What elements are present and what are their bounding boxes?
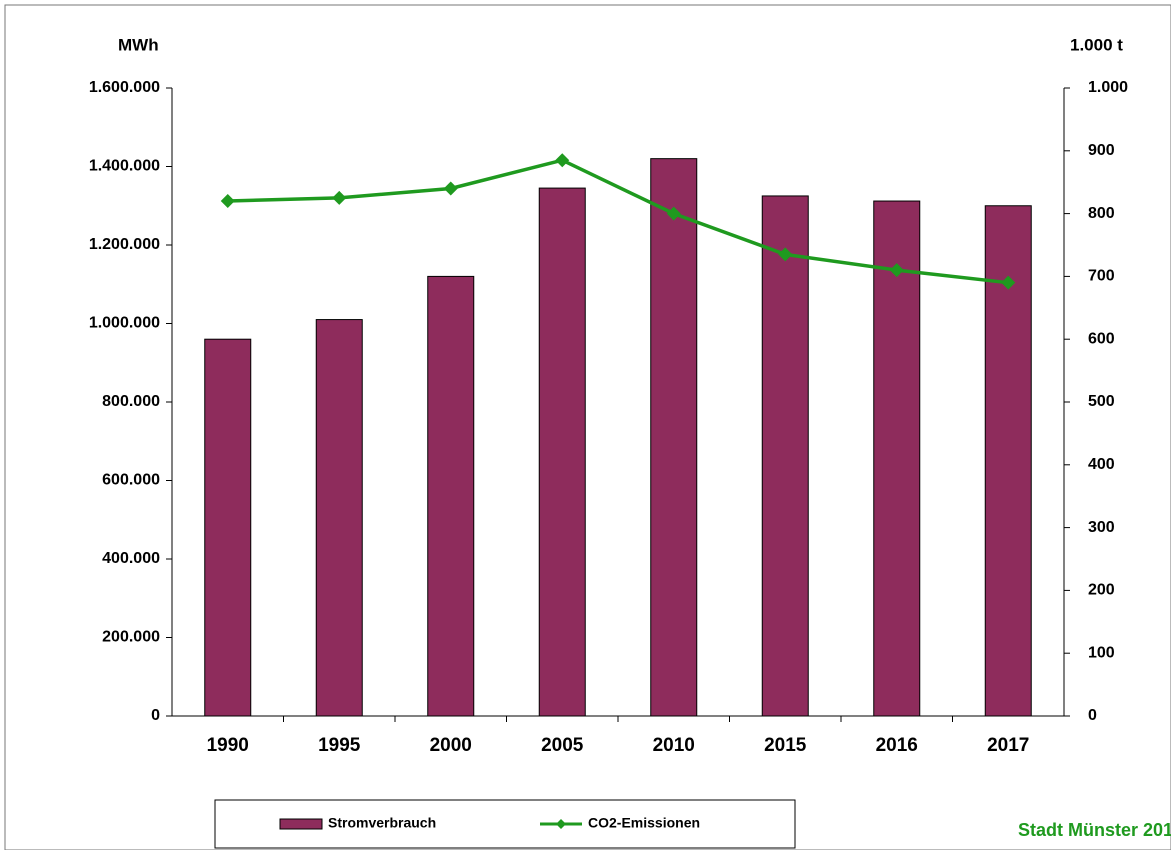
- bar: [538, 187, 586, 717]
- x-tick-label: 2017: [987, 735, 1029, 756]
- y-tick-label: 600.000: [102, 472, 160, 489]
- y2-tick-label: 300: [1088, 519, 1115, 536]
- y-tick-label: 1.200.000: [89, 236, 160, 253]
- x-tick-label: 2015: [764, 735, 807, 756]
- bar: [984, 205, 1032, 717]
- y2-tick-label: 800: [1088, 205, 1115, 222]
- y2-tick-label: 1.000: [1088, 79, 1128, 96]
- y-tick-label: 400.000: [102, 550, 160, 567]
- x-tick-label: 1990: [207, 735, 249, 756]
- x-tick-label: 2010: [653, 735, 695, 756]
- bar: [427, 275, 475, 717]
- y2-tick-label: 500: [1088, 393, 1115, 410]
- y-tick-label: 1.600.000: [89, 79, 160, 96]
- legend-swatch-marker: [556, 819, 566, 829]
- y2-tick-label: 100: [1088, 644, 1115, 661]
- x-tick-label: 2016: [876, 735, 918, 756]
- line-marker: [332, 190, 347, 205]
- y2-tick-label: 900: [1088, 142, 1115, 159]
- y2-axis-label: 1.000 t: [1070, 35, 1123, 54]
- y2-tick-label: 200: [1088, 582, 1115, 599]
- legend-label: Stromverbrauch: [328, 815, 436, 831]
- y-tick-label: 0: [151, 707, 160, 724]
- bar: [315, 319, 363, 717]
- line-marker: [1001, 275, 1016, 290]
- y-tick-label: 1.400.000: [89, 158, 160, 175]
- line: [227, 158, 1009, 285]
- y2-tick-label: 700: [1088, 268, 1115, 285]
- y-tick-label: 200.000: [102, 629, 160, 646]
- line-marker: [443, 181, 458, 196]
- line-marker: [666, 206, 681, 221]
- y-tick-label: 800.000: [102, 393, 160, 410]
- bar: [761, 195, 809, 717]
- y-axis-label: MWh: [118, 35, 159, 54]
- y2-tick-label: 0: [1088, 707, 1097, 724]
- x-tick-label: 2000: [430, 735, 472, 756]
- line-marker: [889, 263, 904, 278]
- legend-swatch: [279, 818, 323, 830]
- annotation: Stadt Münster 2018: [1018, 820, 1171, 840]
- line-marker: [778, 247, 793, 262]
- x-tick-label: 2005: [541, 735, 584, 756]
- y2-tick-label: 600: [1088, 330, 1115, 347]
- chart-frame: [4, 4, 1171, 850]
- line-marker: [555, 153, 570, 168]
- y2-tick-label: 400: [1088, 456, 1115, 473]
- legend-label: CO2-Emissionen: [588, 815, 700, 831]
- bar: [204, 338, 252, 717]
- bar: [873, 200, 921, 717]
- x-tick-label: 1995: [318, 735, 361, 756]
- y-tick-label: 1.000.000: [89, 315, 160, 332]
- bar: [650, 158, 698, 717]
- line-marker: [220, 194, 235, 209]
